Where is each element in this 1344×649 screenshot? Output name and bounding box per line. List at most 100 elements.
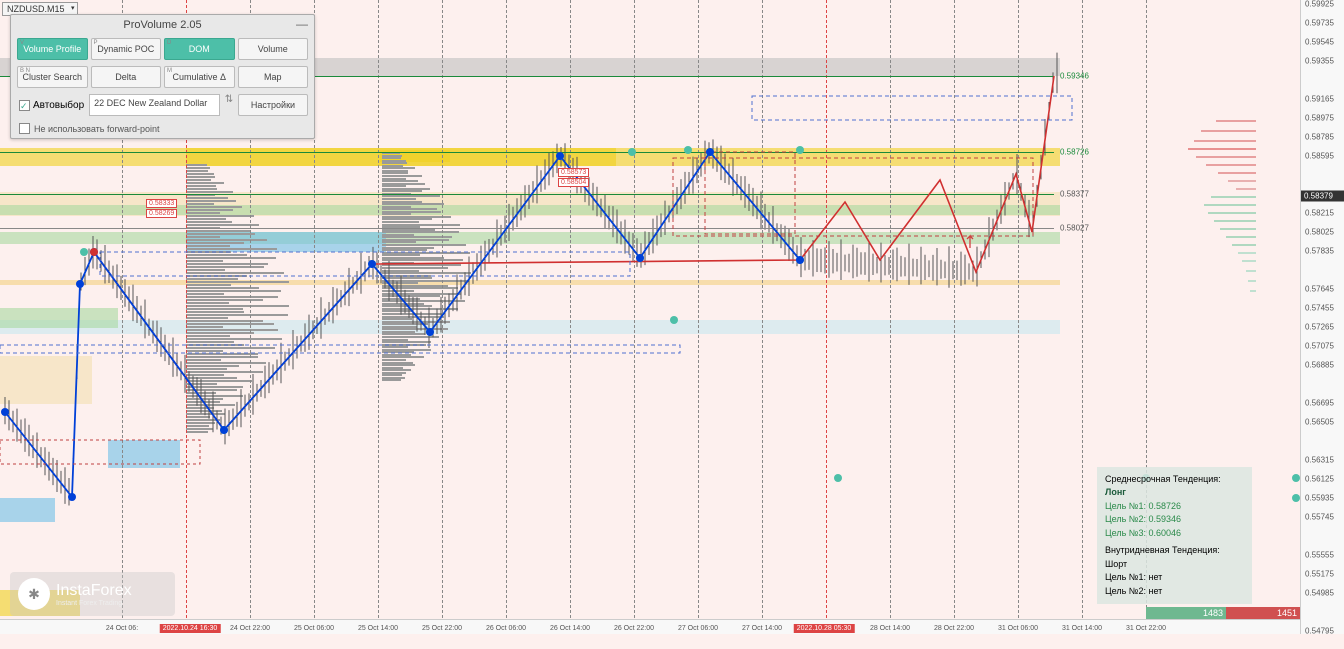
chart-area[interactable]: NZDUSD.M15 0.593460.587260.583770.58027 … bbox=[0, 0, 1300, 634]
vp-row bbox=[186, 431, 208, 433]
forward-point-label: Не использовать forward-point bbox=[34, 124, 160, 134]
vp-row bbox=[186, 257, 276, 259]
heat-row bbox=[1220, 228, 1256, 230]
vp-row bbox=[186, 215, 254, 217]
price-tick: 0.57265 bbox=[1305, 323, 1334, 332]
pv-btn-volume-profile[interactable]: VVolume Profile bbox=[17, 38, 88, 60]
pv-btn-map[interactable]: Map bbox=[238, 66, 309, 88]
price-tick: 0.55745 bbox=[1305, 513, 1334, 522]
vp-row bbox=[186, 350, 223, 352]
forward-point-checkbox[interactable] bbox=[19, 123, 30, 134]
corner-letter: V bbox=[20, 40, 24, 46]
zone-band bbox=[0, 308, 118, 328]
zone-band bbox=[0, 320, 1060, 334]
time-tick: 28 Oct 22:00 bbox=[934, 625, 974, 632]
marker-dot bbox=[796, 146, 804, 154]
vp-row bbox=[186, 197, 228, 199]
vp-row bbox=[186, 290, 281, 292]
zigzag-point bbox=[636, 254, 644, 262]
session-line bbox=[506, 0, 507, 628]
time-tick: 25 Oct 22:00 bbox=[422, 625, 462, 632]
time-tick: 24 Oct 22:00 bbox=[230, 625, 270, 632]
corner-letter: D bbox=[167, 40, 171, 46]
marker-dot bbox=[670, 316, 678, 324]
pv-btn-cumulative-[interactable]: MCumulative Δ bbox=[164, 66, 235, 88]
price-tick: 0.57645 bbox=[1305, 285, 1334, 294]
vp-row bbox=[186, 176, 215, 178]
trend-panel: Среднесрочная Тенденция: Лонг Цель №1: 0… bbox=[1097, 467, 1252, 605]
price-tick: 0.55175 bbox=[1305, 570, 1334, 579]
vp-row bbox=[186, 236, 220, 238]
target1-value: 0.58726 bbox=[1148, 501, 1181, 511]
pv-btn-label: Cumulative Δ bbox=[172, 72, 226, 82]
vp-row bbox=[186, 383, 217, 385]
pv-btn-label: Dynamic POC bbox=[97, 44, 154, 54]
vp-row bbox=[186, 326, 223, 328]
time-tick: 24 Oct 06: bbox=[106, 625, 138, 632]
target2-label: Цель №2: bbox=[1105, 514, 1146, 524]
price-tick: 0.56125 bbox=[1305, 475, 1334, 484]
price-tick: 0.54795 bbox=[1305, 627, 1334, 636]
vp-row bbox=[186, 416, 210, 418]
settings-button[interactable]: Настройки bbox=[238, 94, 308, 116]
vp-row bbox=[186, 260, 223, 262]
vp-row bbox=[186, 173, 214, 175]
corner-letter: P bbox=[94, 40, 98, 46]
zone-band bbox=[0, 232, 1060, 244]
vp-row bbox=[186, 407, 214, 409]
zigzag-point bbox=[426, 328, 434, 336]
symbol-label: NZDUSD.M15 bbox=[7, 4, 65, 14]
pv-btn-volume[interactable]: Volume bbox=[238, 38, 309, 60]
session-line bbox=[442, 0, 443, 628]
vp-row bbox=[186, 182, 224, 184]
spinner-icon[interactable]: ⇅ bbox=[223, 94, 235, 116]
vp-row bbox=[186, 377, 237, 379]
time-tick: 27 Oct 14:00 bbox=[742, 625, 782, 632]
heat-row bbox=[1216, 120, 1256, 122]
heat-row bbox=[1201, 130, 1256, 132]
heat-row bbox=[1238, 252, 1256, 254]
vp-row bbox=[186, 203, 214, 205]
provolume-window[interactable]: ProVolume 2.05 — VVolume ProfilePDynamic… bbox=[10, 14, 315, 139]
heat-row bbox=[1228, 180, 1256, 182]
target3-value: 0.60046 bbox=[1148, 528, 1181, 538]
vp-row bbox=[186, 200, 236, 202]
time-tick: 25 Oct 14:00 bbox=[358, 625, 398, 632]
vp-row bbox=[186, 413, 225, 415]
price-tick: 0.57455 bbox=[1305, 304, 1334, 313]
minimize-icon[interactable]: — bbox=[296, 17, 308, 31]
price-tick: 0.58785 bbox=[1305, 133, 1334, 142]
marker-dot bbox=[628, 148, 636, 156]
pv-btn-dynamic-poc[interactable]: PDynamic POC bbox=[91, 38, 162, 60]
time-tick: 27 Oct 06:00 bbox=[678, 625, 718, 632]
marker-dot bbox=[1292, 494, 1300, 502]
price-tag: 0.58504 bbox=[558, 178, 589, 187]
pv-btn-dom[interactable]: DDOM bbox=[164, 38, 235, 60]
pv-btn-delta[interactable]: Delta bbox=[91, 66, 162, 88]
pv-btn-label: Map bbox=[264, 72, 282, 82]
vp-row bbox=[186, 308, 243, 310]
vp-row bbox=[186, 422, 215, 424]
intra-trend-label: Внутридневная Тенденция: bbox=[1105, 545, 1220, 555]
vp-row bbox=[186, 332, 254, 334]
vp-row bbox=[186, 272, 284, 274]
vp-row bbox=[186, 209, 233, 211]
intra1-label: Цель №1: bbox=[1105, 572, 1146, 582]
pv-btn-cluster-search[interactable]: B NCluster Search bbox=[17, 66, 88, 88]
zone-band bbox=[0, 498, 55, 522]
session-line bbox=[826, 0, 827, 628]
session-line bbox=[634, 0, 635, 628]
vp-row bbox=[186, 242, 244, 244]
vp-row bbox=[186, 353, 258, 355]
price-tick: 0.59165 bbox=[1305, 95, 1334, 104]
intra2-label: Цель №2: bbox=[1105, 586, 1146, 596]
instrument-select[interactable]: 22 DEC New Zealand Dollar bbox=[89, 94, 220, 116]
settings-label: Настройки bbox=[251, 100, 295, 110]
autoselect-checkbox[interactable] bbox=[19, 100, 30, 111]
heat-row bbox=[1206, 164, 1256, 166]
logo-icon: ✱ bbox=[18, 578, 50, 610]
marker-dot bbox=[684, 146, 692, 154]
session-line bbox=[890, 0, 891, 628]
heat-row bbox=[1236, 188, 1256, 190]
vp-row bbox=[186, 170, 208, 172]
